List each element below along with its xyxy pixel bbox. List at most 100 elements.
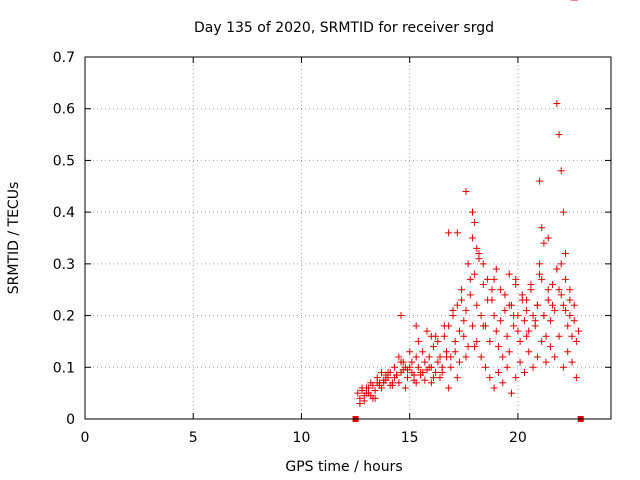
data-point: [492, 265, 500, 273]
data-point: [477, 353, 485, 361]
data-point: [529, 363, 537, 371]
data-point: [486, 337, 494, 345]
data-point: [362, 389, 370, 397]
data-point: [555, 131, 563, 139]
data-point: [499, 379, 507, 387]
data-point: [538, 224, 546, 232]
data-point: [484, 275, 492, 283]
data-point: [536, 270, 544, 278]
data-point: [499, 353, 507, 361]
data-point: [419, 348, 427, 356]
data-point: [449, 306, 457, 314]
data-point: [440, 322, 448, 330]
y-axis-label: SRMTID / TECUs: [6, 182, 22, 295]
data-point: [566, 286, 574, 294]
data-point: [451, 337, 459, 345]
data-point: [408, 368, 416, 376]
data-point: [462, 306, 470, 314]
data-point: [458, 296, 466, 304]
data-point: [412, 353, 420, 361]
data-point: [440, 332, 448, 340]
data-point: [490, 384, 498, 392]
data-point: [516, 337, 524, 345]
data-point: [544, 286, 552, 294]
data-point: [410, 376, 418, 384]
data-point: [559, 301, 567, 309]
data-point: [477, 312, 485, 320]
data-point: [553, 100, 561, 108]
data-point: [468, 322, 476, 330]
tick-labels: 0 5 10 15 20 0 0.1 0.2 0.3 0.4 0.5 0.6 0.7: [53, 50, 527, 446]
data-point: [404, 374, 412, 382]
y-tick-label: 0.3: [53, 257, 75, 273]
y-tick-label: 0.4: [53, 205, 75, 221]
data-point: [447, 363, 455, 371]
data-point: [395, 379, 403, 387]
data-point: [536, 177, 544, 185]
data-point: [538, 275, 546, 283]
data-point: [510, 312, 518, 320]
data-point: [423, 327, 431, 335]
data-point: [427, 332, 435, 340]
data-point: [529, 312, 537, 320]
data-point: [445, 384, 453, 392]
data-point: [570, 301, 578, 309]
data-point: [557, 260, 565, 268]
data-point: [501, 291, 509, 299]
data-point: [462, 353, 470, 361]
data-point: [399, 366, 407, 374]
data-point: [412, 322, 420, 330]
data-point: [397, 358, 405, 366]
data-point: [533, 301, 541, 309]
data-point: [562, 306, 570, 314]
data-point: [555, 332, 563, 340]
data-point: [505, 301, 513, 309]
data-point: [388, 381, 396, 389]
data-point: [464, 343, 472, 351]
data-point: [540, 239, 548, 247]
x-tick-label: 15: [401, 430, 419, 446]
x-tick-label: 10: [293, 430, 311, 446]
data-point: [523, 306, 531, 314]
data-point: [453, 374, 461, 382]
x-tick-label: 20: [509, 430, 527, 446]
data-point: [562, 275, 570, 283]
data-point: [430, 374, 438, 382]
data-point: [371, 394, 379, 402]
data-point: [490, 312, 498, 320]
data-point: [380, 379, 388, 387]
data-point: [549, 301, 557, 309]
data-points: [352, 0, 584, 422]
x-axis-label: GPS time / hours: [285, 459, 402, 475]
data-point: [514, 327, 522, 335]
data-point: [473, 301, 481, 309]
data-point: [375, 381, 383, 389]
data-point: [471, 218, 479, 226]
data-point: [570, 317, 578, 325]
data-point: [568, 358, 576, 366]
axis-ticks: [84, 56, 611, 420]
plot-frame: [84, 56, 612, 420]
data-point: [460, 332, 468, 340]
data-point: [406, 363, 414, 371]
data-point: [384, 368, 392, 376]
data-point: [479, 260, 487, 268]
data-point: [393, 371, 401, 379]
chart-title: Day 135 of 2020, SRMTID for receiver srg…: [194, 20, 494, 36]
data-point: [367, 379, 375, 387]
data-point: [468, 208, 476, 216]
data-point: [546, 317, 554, 325]
data-point: [401, 384, 409, 392]
data-point: [538, 337, 546, 345]
data-point: [497, 317, 505, 325]
grid-lines: [85, 57, 611, 419]
data-point: [503, 332, 511, 340]
data-point: [553, 265, 561, 273]
data-point: [356, 399, 364, 407]
data-point: [471, 343, 479, 351]
data-point: [438, 368, 446, 376]
data-point: [395, 353, 403, 361]
data-point: [486, 374, 494, 382]
data-point: [546, 343, 554, 351]
